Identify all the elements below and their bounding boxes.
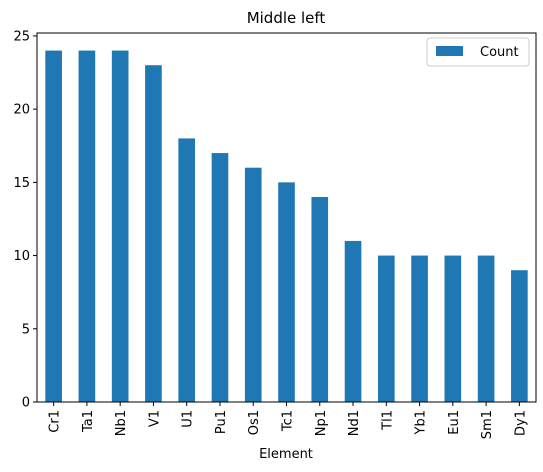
- bar-tl1: [377, 255, 395, 402]
- y-tick-label: 0: [22, 396, 30, 411]
- x-axis-label: Element: [259, 447, 313, 462]
- x-tick-label: Ta1: [81, 410, 96, 433]
- x-tick-label: Dy1: [513, 410, 528, 436]
- plot-frame: [36, 32, 537, 403]
- bar-tc1: [278, 182, 295, 402]
- y-tick-label: 10: [13, 249, 30, 264]
- y-tick-label: 20: [13, 103, 30, 118]
- legend-swatch-count: [436, 46, 463, 56]
- legend-box: [426, 37, 530, 67]
- x-tick-label: Nb1: [114, 410, 129, 436]
- bar-v1: [145, 65, 162, 402]
- bar-yb1: [411, 255, 428, 402]
- x-tick-label: Tl1: [380, 410, 395, 431]
- bar-dy1: [511, 270, 528, 402]
- bar-nd1: [344, 240, 362, 402]
- chart-title: Middle left: [247, 9, 326, 27]
- x-tick-label: U1: [181, 410, 196, 428]
- bar-eu1: [444, 255, 462, 402]
- x-tick-label: Eu1: [447, 410, 462, 435]
- legend-label-count: Count: [480, 45, 519, 60]
- y-tick-label: 5: [22, 322, 30, 337]
- bar-os1: [244, 167, 262, 402]
- x-tick-label: Sm1: [480, 410, 495, 439]
- y-tick-label: 25: [13, 29, 30, 44]
- x-tick-label: Np1: [314, 410, 329, 436]
- x-tick-label: Cr1: [48, 410, 63, 433]
- y-axis-ticks: 0 5 10 15 20 25: [13, 29, 37, 411]
- bar-u1: [178, 138, 196, 402]
- bar-pu1: [211, 153, 229, 402]
- x-axis-ticks: Cr1 Ta1 Nb1 V1 U1 Pu1 Os1 Tc1 Np1 Nd1 Tl1 Yb1 Eu1 Sm1…: [48, 402, 528, 439]
- bar-np1: [311, 197, 329, 402]
- x-tick-label: Yb1: [414, 410, 429, 435]
- x-tick-label: V1: [147, 410, 162, 427]
- x-tick-label: Pu1: [214, 410, 229, 434]
- bars-group: [45, 50, 528, 402]
- bar-sm1: [477, 255, 495, 402]
- x-tick-label: Nd1: [347, 410, 362, 436]
- bar-ta1: [78, 50, 96, 402]
- y-tick-label: 15: [13, 176, 30, 191]
- x-tick-label: Os1: [247, 410, 262, 435]
- x-tick-label: Tc1: [281, 410, 296, 432]
- bar-cr1: [45, 50, 62, 402]
- bar-nb1: [111, 50, 129, 402]
- legend: Count: [426, 37, 530, 67]
